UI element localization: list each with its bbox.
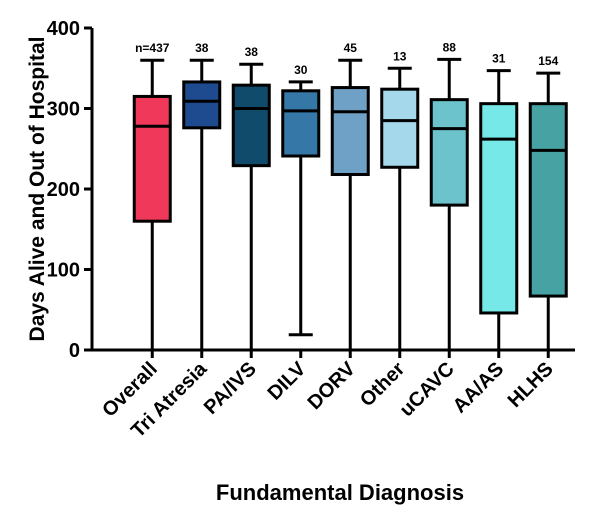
y-tick-label: 100 (47, 260, 80, 282)
y-tick-label: 200 (47, 179, 80, 201)
n-label: 30 (294, 63, 308, 77)
n-label: 154 (538, 54, 558, 68)
box (182, 80, 222, 130)
n-label: 38 (245, 45, 259, 59)
x-axis-title: Fundamental Diagnosis (216, 480, 464, 505)
y-tick-label: 0 (69, 340, 80, 362)
box (479, 102, 519, 315)
n-label: 88 (443, 40, 457, 54)
n-label: 31 (492, 52, 506, 66)
x-tick-label: DORV (304, 358, 361, 415)
y-tick-label: 300 (47, 99, 80, 121)
n-label: n=437 (135, 41, 170, 55)
y-tick-label: 400 (47, 18, 80, 40)
n-label: 38 (195, 41, 209, 55)
box (231, 83, 271, 168)
box (132, 94, 172, 223)
box (429, 98, 469, 207)
n-label: 13 (393, 49, 407, 63)
x-tick-label: HLHS (504, 358, 558, 412)
n-label: 45 (344, 41, 358, 55)
box (528, 102, 568, 298)
x-tick-label: uCAVC (396, 358, 459, 421)
x-tick-label: AA/AS (449, 358, 509, 418)
y-axis-title: Days Alive and Out of Hospital (26, 37, 49, 342)
box (330, 86, 370, 177)
x-tick-label: PA/IVS (200, 358, 261, 419)
box (281, 89, 321, 158)
box (380, 87, 420, 169)
